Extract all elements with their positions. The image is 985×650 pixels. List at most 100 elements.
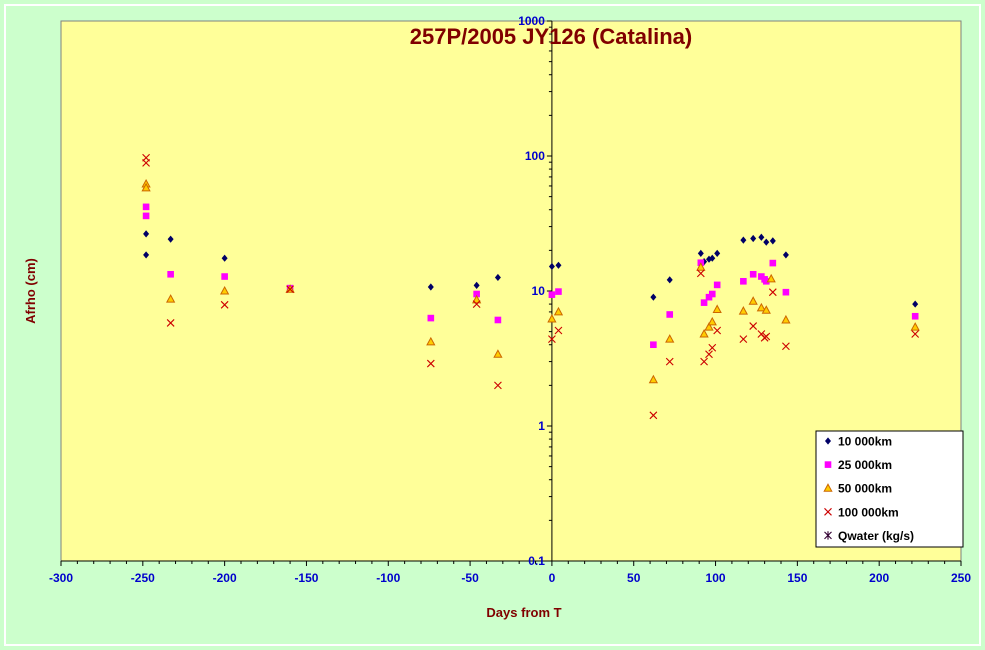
plot-area [60, 20, 962, 562]
data-point-series-1 [548, 262, 555, 271]
data-point-series-1 [769, 237, 776, 245]
data-point-series-2 [769, 259, 777, 267]
legend-marker-4 [824, 507, 832, 516]
data-point-series-4 [705, 350, 713, 359]
data-point-series-3 [748, 296, 758, 305]
y-tick-label: 0.1 [528, 554, 545, 568]
y-tick-label: 1000 [518, 14, 545, 28]
data-point-series-4 [494, 381, 502, 390]
data-point-series-1 [666, 276, 673, 284]
x-tick-label: 250 [951, 571, 971, 585]
data-point-series-2 [142, 203, 150, 211]
data-point-series-3 [665, 334, 675, 343]
y-ticks: 0.1 1 10 100 1000 [518, 14, 552, 568]
x-tick-label: 50 [627, 571, 641, 585]
data-point-series-4 [708, 343, 717, 352]
data-point-series-1 [555, 261, 562, 269]
x-ticks: -300 -250 -200 -150 -100 -50 0 50 100 150 200 250 [49, 561, 971, 585]
data-point-series-2 [555, 288, 562, 295]
data-point-series-1 [143, 251, 150, 259]
chart-border [4, 4, 981, 646]
data-point-series-3 [165, 294, 176, 303]
data-point-series-1 [714, 249, 721, 257]
x-tick-label: -300 [49, 571, 73, 585]
data-point-series-1 [740, 236, 747, 244]
legend-marker-1 [825, 437, 831, 445]
data-point-series-4 [713, 326, 722, 335]
data-point-series-3 [648, 374, 659, 384]
x-tick-label: -250 [131, 571, 155, 585]
data-point-series-4 [649, 411, 658, 420]
data-point-series-3 [699, 328, 709, 338]
legend-label: Qwater (kg/s) [838, 529, 914, 543]
legend-marker-5 [824, 531, 832, 540]
data-point-series-1 [650, 293, 657, 301]
data-point-series-3 [781, 314, 791, 324]
data-point-series-4 [749, 322, 758, 330]
data-point-series-2 [911, 312, 919, 320]
x-tick-label: 0 [549, 571, 556, 585]
data-point-series-4 [696, 269, 705, 278]
y-axis-title: Afrho (cm) [23, 258, 38, 324]
data-point-series-2 [666, 311, 674, 318]
data-point-series-3 [426, 336, 436, 346]
data-point-series-2 [473, 290, 480, 298]
y-tick-label: 1 [538, 419, 545, 433]
data-point-series-3 [707, 316, 717, 326]
data-point-series-4 [911, 330, 920, 338]
data-point-series-3 [756, 302, 767, 312]
legend-box [815, 430, 964, 548]
data-point-series-1 [758, 233, 765, 241]
y-tick-label: 10 [532, 284, 546, 298]
data-point-series-4 [548, 335, 556, 344]
data-point-series-2 [494, 316, 502, 324]
data-point-series-1 [494, 273, 501, 282]
data-point-series-3 [766, 273, 776, 283]
data-point-series-2 [713, 281, 721, 289]
x-tick-label: -200 [213, 571, 237, 585]
data-point-series-2 [749, 270, 757, 278]
data-point-series-4 [762, 332, 771, 341]
chart-title: 257P/2005 JY126 (Catalina) [410, 24, 693, 49]
data-point-series-4 [142, 158, 150, 167]
data-point-series-1 [473, 281, 480, 290]
x-tick-label: 200 [869, 571, 889, 585]
x-tick-label: -50 [461, 571, 479, 585]
data-point-series-3 [761, 305, 771, 314]
legend-marker-2 [824, 461, 832, 468]
legend: 10 000km 25 000km 50 000km 100 000km Qwater … [815, 430, 964, 548]
data-point-series-2 [782, 288, 790, 296]
data-point-series-2 [548, 291, 556, 298]
data-point-series-4 [768, 288, 777, 297]
x-tick-label: -100 [376, 571, 400, 585]
data-point-series-1 [697, 249, 704, 257]
data-point-series-1 [912, 300, 919, 308]
data-point-series-1 [763, 238, 770, 246]
data-point-series-4 [426, 359, 435, 368]
legend-label: 10 000km [838, 435, 892, 449]
x-tick-label: -150 [294, 571, 318, 585]
legend-label: 25 000km [838, 458, 892, 472]
data-point-series-1 [750, 234, 757, 243]
data-point-series-4 [665, 357, 674, 366]
legend-marker-3 [823, 483, 833, 492]
data-point-series-2 [740, 277, 747, 285]
data-point-series-2 [427, 314, 435, 322]
data-point-series-2 [700, 299, 708, 306]
data-point-series-3 [910, 322, 920, 331]
data-point-series-3 [471, 294, 482, 304]
data-point-series-4 [472, 300, 481, 308]
data-point-series-1 [706, 255, 712, 263]
data-point-series-3 [738, 306, 749, 315]
data-point-series-3 [141, 182, 151, 192]
data-point-series-2 [221, 273, 228, 280]
y-tick-label: 100 [525, 149, 545, 163]
data-point-series-2 [708, 290, 716, 298]
data-point-series-3 [547, 313, 557, 323]
data-point-series-3 [219, 285, 230, 295]
x-axis-title: Days from T [486, 605, 561, 620]
data-point-series-3 [712, 304, 722, 313]
data-point-series-1 [427, 283, 434, 291]
data-point-series-4 [286, 285, 294, 294]
